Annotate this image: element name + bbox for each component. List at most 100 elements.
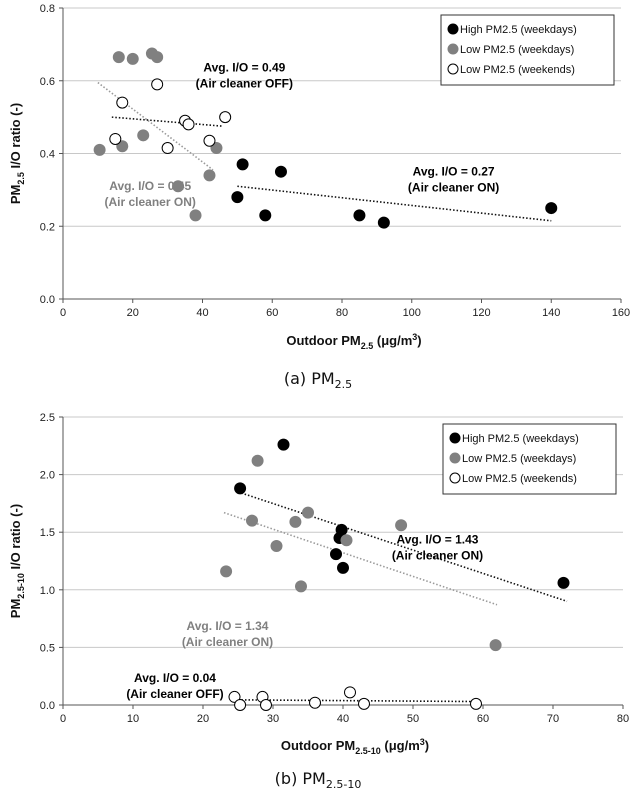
legend-box xyxy=(440,14,615,86)
x-axis-label-sup: 3 xyxy=(412,332,417,342)
data-point-low xyxy=(295,580,307,593)
data-point-high xyxy=(335,523,348,536)
data-point-high xyxy=(274,165,287,178)
y-tick-label: 0.5 xyxy=(40,642,55,654)
data-point-low xyxy=(251,454,264,467)
x-tick-label: 0 xyxy=(60,713,66,725)
data-point-low xyxy=(340,534,353,547)
annotation-line: Avg. I/O = 0.45 xyxy=(109,179,191,193)
x-axis-label-sup: 3 xyxy=(420,737,425,747)
x-tick-label: 0 xyxy=(60,307,66,319)
legend-label: High PM2.5 (weekdays) xyxy=(462,433,579,445)
data-point-low xyxy=(172,180,185,193)
data-point-low xyxy=(189,209,202,222)
annotation-line: (Air cleaner OFF) xyxy=(126,687,223,701)
chart-panel-a: 0.0 0.2 0.4 0.6 0.8 0 20 40 60 80 100 120 140 160 Avg.… xyxy=(8,3,630,391)
legend: High PM2.5 (weekdays) Low PM2.5 (weekdays… xyxy=(442,423,617,495)
trendline-low xyxy=(97,81,214,171)
data-point-high xyxy=(557,576,570,589)
data-point-low xyxy=(151,51,164,64)
data-point-weekend xyxy=(234,699,247,711)
trendline-low xyxy=(223,511,498,606)
annotation-line: Avg. I/O = 0.49 xyxy=(203,61,285,75)
legend-marker-low xyxy=(447,43,459,55)
x-axis-label-end: ) xyxy=(425,738,429,753)
x-tick-label: 80 xyxy=(617,713,629,725)
annotation-line: (Air cleaner ON) xyxy=(408,180,499,194)
y-tick-label: 1.0 xyxy=(40,585,55,597)
data-point-high xyxy=(545,202,558,215)
data-point-high xyxy=(277,438,290,451)
data-point-weekend xyxy=(358,697,370,710)
annotation-line: (Air cleaner ON) xyxy=(392,549,483,563)
data-point-high xyxy=(353,209,366,222)
data-point-low xyxy=(116,140,129,153)
annotation: Avg. I/O = 0.04 (Air cleaner OFF) xyxy=(126,671,223,701)
x-tick-label: 50 xyxy=(407,713,419,725)
data-point-weekend xyxy=(151,78,164,91)
data-point-weekend xyxy=(116,96,129,109)
data-point-weekend xyxy=(470,697,482,710)
y-axis-label-sub: 2.5 xyxy=(16,172,26,185)
annotation: Avg. I/O = 0.27 (Air cleaner ON) xyxy=(408,164,499,194)
annotation-line: (Air cleaner OFF) xyxy=(196,77,293,91)
annotation: Avg. I/O = 0.49 (Air cleaner OFF) xyxy=(196,61,293,91)
x-tick-label: 120 xyxy=(472,307,490,319)
x-tick-label: 100 xyxy=(403,307,421,319)
y-tick-label: 0.4 xyxy=(40,149,55,161)
data-point-weekend xyxy=(309,696,321,709)
annotation-line: (Air cleaner ON) xyxy=(105,195,196,209)
data-point-weekend xyxy=(109,132,122,145)
data-point-low xyxy=(302,506,314,519)
x-tick-label: 80 xyxy=(336,307,348,319)
data-point-weekend xyxy=(161,142,174,155)
y-tick-label: 2.0 xyxy=(40,470,55,482)
legend-label: Low PM2.5 (weekdays) xyxy=(462,453,576,465)
data-point-weekend xyxy=(203,134,216,147)
annotation-line: (Air cleaner ON) xyxy=(182,635,273,649)
data-point-high xyxy=(330,548,342,561)
annotation: Avg. I/O = 1.43 (Air cleaner ON) xyxy=(392,533,483,563)
x-tick-label: 10 xyxy=(127,713,139,725)
data-point-low xyxy=(210,142,223,155)
data-point-low xyxy=(489,639,502,652)
y-axis-label: PM2.5 I/O ratio (-) xyxy=(8,103,26,204)
legend-marker-weekend xyxy=(449,472,461,484)
annotation-line: Avg. I/O = 1.43 xyxy=(397,533,479,547)
caption-sub: 2.5-10 xyxy=(326,778,361,791)
x-axis-label-sub: 2.5 xyxy=(361,341,374,351)
data-point-high xyxy=(377,216,390,229)
data-point-low xyxy=(112,51,125,64)
data-point-low xyxy=(93,143,106,156)
y-tick-label: 0.2 xyxy=(40,221,55,233)
x-tick-label: 30 xyxy=(267,713,279,725)
data-point-low xyxy=(137,129,150,142)
y-tick-label: 0.8 xyxy=(40,3,55,15)
x-tick-label: 40 xyxy=(337,713,349,725)
x-tick-label: 70 xyxy=(547,713,559,725)
annotation: Avg. I/O = 0.45 (Air cleaner ON) xyxy=(105,179,196,209)
y-tick-label: 2.5 xyxy=(40,412,55,424)
annotation-line: Avg. I/O = 0.04 xyxy=(134,671,216,685)
annotation-line: Avg. I/O = 0.27 xyxy=(413,164,495,178)
legend-marker-high xyxy=(447,23,459,35)
y-tick-label: 1.5 xyxy=(40,527,55,539)
data-point-low xyxy=(395,519,408,532)
data-point-high xyxy=(259,209,272,222)
legend-label: High PM2.5 (weekdays) xyxy=(460,24,577,36)
x-axis-label-sub: 2.5-10 xyxy=(355,746,381,756)
data-point-weekend xyxy=(182,118,195,131)
trendline-weekend xyxy=(230,699,477,703)
annotation-line: Avg. I/O = 1.34 xyxy=(187,619,269,633)
x-axis-label: Outdoor PM2.5 (μg/m3) xyxy=(286,332,421,351)
legend-marker-weekend xyxy=(447,63,459,75)
data-point-low xyxy=(246,514,258,527)
data-point-low xyxy=(220,565,233,578)
legend-marker-low xyxy=(449,452,461,464)
x-axis-label-main: Outdoor PM xyxy=(281,738,355,753)
data-point-low xyxy=(203,169,216,182)
x-tick-label: 20 xyxy=(127,307,139,319)
y-axis-label: PM2.5-10 I/O ratio (-) xyxy=(8,504,26,618)
legend-marker-high xyxy=(449,432,461,444)
